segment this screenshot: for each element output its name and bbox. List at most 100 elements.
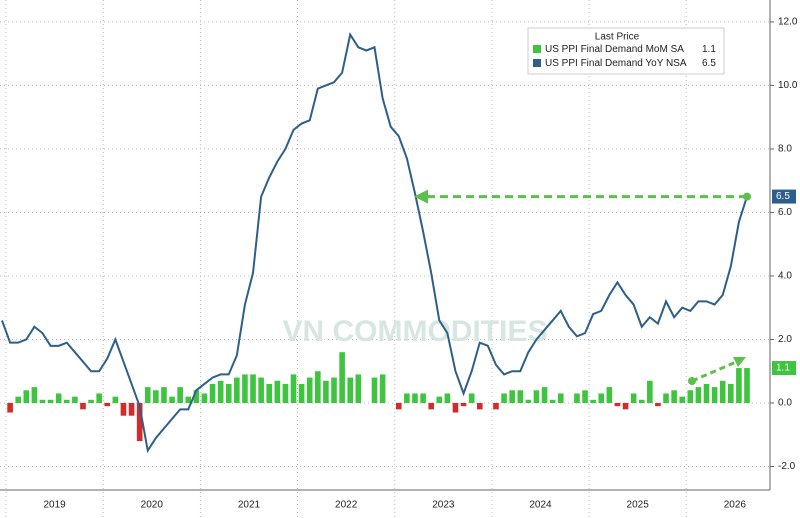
bar — [258, 377, 264, 403]
bar — [39, 399, 46, 403]
x-tick-label: 2026 — [724, 500, 747, 511]
x-tick-label: 2023 — [432, 500, 455, 511]
bar — [590, 399, 596, 403]
x-tick-label: 2024 — [529, 500, 552, 511]
bar — [598, 393, 605, 403]
bar — [395, 402, 402, 410]
bar — [31, 387, 38, 403]
bar — [404, 393, 410, 403]
bar — [630, 393, 637, 403]
bar — [460, 402, 467, 407]
bar — [15, 396, 21, 403]
bar — [250, 374, 256, 403]
bar — [574, 393, 580, 403]
y-tick-label: 0.0 — [778, 398, 792, 409]
bar — [7, 402, 13, 413]
bar — [728, 383, 734, 403]
bar — [209, 383, 216, 403]
bar — [242, 374, 248, 403]
bar — [517, 390, 524, 403]
bar — [120, 402, 127, 416]
y-tick-label: 8.0 — [778, 144, 792, 155]
legend-box — [527, 27, 725, 75]
value-tag-label: 6.5 — [776, 191, 790, 202]
bar — [136, 402, 143, 442]
x-tick-label: 2022 — [335, 500, 358, 511]
y-tick-label: -2.0 — [778, 461, 796, 472]
bar — [47, 399, 54, 403]
bar — [557, 393, 564, 403]
arrow-head — [733, 357, 746, 367]
bar — [193, 390, 200, 403]
bar — [96, 393, 102, 403]
bar — [468, 393, 475, 403]
bar — [315, 371, 321, 403]
bar — [80, 402, 86, 410]
bar — [711, 387, 718, 403]
legend-title: Last Price — [595, 32, 640, 43]
bar — [72, 396, 78, 403]
y-tick-label: 4.0 — [778, 271, 792, 282]
value-tag — [772, 361, 796, 376]
x-tick-label: 2020 — [141, 500, 164, 511]
bar — [541, 387, 548, 403]
bar — [112, 396, 119, 403]
bar — [185, 396, 192, 403]
x-tick-label: 2019 — [44, 500, 67, 511]
bar — [420, 393, 426, 403]
bar — [549, 399, 556, 403]
bar — [533, 390, 540, 403]
bar — [339, 352, 345, 403]
bar — [703, 383, 710, 403]
bar — [266, 383, 273, 403]
bar — [55, 393, 62, 403]
bar — [23, 390, 30, 403]
y-tick-label: 2.0 — [778, 334, 792, 345]
legend-value: 6.5 — [702, 58, 716, 69]
bar — [606, 387, 613, 403]
bar — [412, 393, 418, 403]
bar — [638, 399, 645, 403]
bar — [306, 377, 313, 403]
bar — [444, 393, 451, 403]
bar — [153, 390, 159, 403]
bar — [169, 396, 175, 403]
bar — [282, 383, 289, 403]
bar — [274, 380, 281, 403]
bar — [736, 368, 742, 403]
arrow-dot — [688, 377, 696, 385]
bar — [225, 383, 232, 403]
bar — [622, 402, 629, 410]
legend-swatch — [533, 59, 541, 67]
bar — [582, 390, 588, 403]
bar — [647, 380, 653, 403]
bar — [63, 399, 70, 403]
bar — [323, 380, 329, 403]
bar — [452, 402, 459, 413]
value-tag — [772, 189, 796, 204]
bar — [744, 368, 750, 403]
y-tick-label: 12.0 — [778, 17, 798, 28]
x-tick-label: 2025 — [627, 500, 650, 511]
bar — [614, 402, 621, 407]
bar — [298, 383, 305, 403]
background-layer — [0, 0, 770, 518]
bar — [436, 396, 443, 403]
bar — [655, 402, 661, 407]
bar — [719, 380, 726, 403]
bar — [428, 402, 434, 410]
bar — [501, 393, 507, 403]
bar — [234, 377, 240, 403]
bar — [671, 390, 677, 403]
legend-label: US PPI Final Demand MoM SA — [545, 44, 684, 55]
bar — [201, 393, 208, 403]
annotation-arrow — [691, 360, 737, 383]
bar — [331, 377, 337, 403]
bar — [177, 387, 183, 403]
bar — [347, 377, 354, 403]
bar — [88, 399, 94, 403]
legend-value: 1.1 — [702, 44, 716, 55]
bar — [476, 402, 483, 410]
bar — [525, 399, 532, 403]
arrow-dot — [743, 192, 751, 201]
